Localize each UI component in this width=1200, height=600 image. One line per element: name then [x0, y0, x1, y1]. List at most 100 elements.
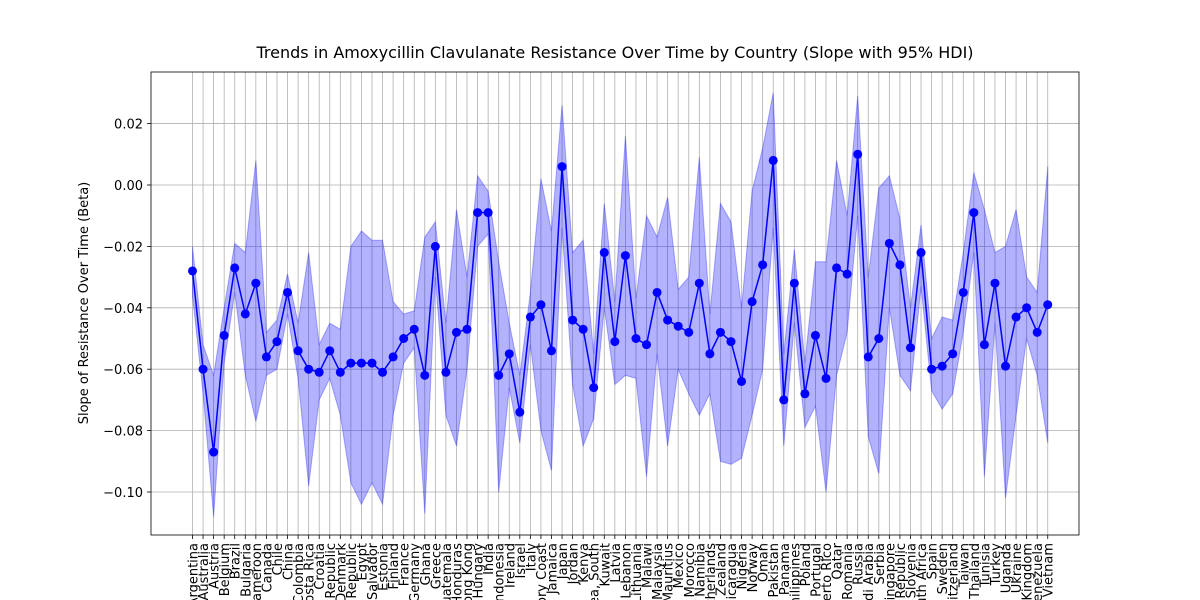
slope-point: [261, 352, 271, 362]
x-tick-label: Netherlands: [704, 543, 719, 600]
slope-point: [546, 346, 556, 356]
x-tick-label: Cameroon: [250, 543, 265, 600]
x-tick-label: Croatia: [313, 543, 328, 590]
x-tick-label: Spain: [926, 543, 941, 579]
x-tick-label: Venezuela: [1031, 543, 1046, 600]
x-tick-label: Indonesia: [493, 543, 508, 600]
slope-point: [684, 327, 694, 337]
slope-point: [504, 349, 514, 359]
x-tick-label: Morocco: [683, 543, 698, 597]
x-tick-label: Tunisia: [978, 543, 993, 588]
slope-point: [462, 324, 472, 334]
slope-point: [356, 358, 366, 368]
slope-point: [557, 162, 567, 172]
x-tick-label: Argentina: [186, 543, 201, 600]
x-tick-label: Chile: [271, 543, 286, 576]
slope-point: [768, 155, 778, 165]
slope-point: [842, 269, 852, 279]
slope-point: [948, 349, 958, 359]
x-tick-label: United Kingdom: [1021, 543, 1036, 600]
slope-point: [694, 278, 704, 288]
x-tick-label: Japan: [556, 543, 571, 580]
x-tick-label: Australia: [197, 543, 212, 600]
x-tick-label: Kenya: [577, 543, 592, 583]
x-tick-label: Egypt: [355, 543, 370, 581]
slope-point: [473, 208, 483, 218]
slope-point: [758, 260, 768, 270]
slope-point: [652, 287, 662, 297]
x-tick-label: Colombia: [292, 543, 307, 600]
x-tick-label: Finland: [387, 543, 402, 589]
x-tick-label: Mauritius: [662, 543, 677, 600]
slope-point: [314, 367, 324, 377]
slope-point: [642, 340, 652, 350]
slope-point: [568, 315, 578, 325]
x-tick-label: India: [482, 543, 497, 575]
grid: [151, 72, 1079, 535]
slope-point: [715, 327, 725, 337]
x-tick-label: Norway: [746, 543, 761, 593]
y-tick-label: 0.00: [114, 179, 143, 194]
slope-point: [726, 337, 736, 347]
y-tick-label: −0.08: [103, 425, 143, 440]
slope-point: [209, 447, 219, 457]
x-tick-label: Germany: [408, 543, 423, 600]
slope-point: [631, 334, 641, 344]
x-tick-label: Switzerland: [947, 543, 962, 600]
slope-point: [483, 208, 493, 218]
x-tick-label: Oman: [757, 543, 772, 582]
slope-point: [494, 370, 504, 380]
slope-point: [1043, 300, 1053, 310]
x-tick-label: Philippines: [788, 543, 803, 600]
slope-point: [705, 349, 715, 359]
plot-frame: [150, 71, 1080, 536]
x-tick-label: Sweden: [936, 543, 951, 594]
x-tick-label: Lithuania: [630, 543, 645, 600]
slope-point: [251, 278, 261, 288]
x-tick-label: Russia: [852, 543, 867, 585]
x-tick-label: Slovak Republic: [894, 543, 909, 600]
slope-point: [937, 361, 947, 371]
slope-point: [969, 208, 979, 218]
slope-point: [420, 370, 430, 380]
slope-point: [895, 260, 905, 270]
x-tick-label: Denmark: [334, 543, 349, 600]
slope-point: [863, 352, 873, 362]
slope-point: [578, 324, 588, 334]
x-tick-label: Hong Kong: [461, 543, 476, 600]
slope-point: [346, 358, 356, 368]
x-tick-label: Kuwait: [598, 543, 613, 586]
x-tick-label: El Salvador: [366, 542, 381, 600]
x-tick-label: Poland: [799, 543, 814, 586]
slope-point: [853, 149, 863, 159]
slope-point: [958, 287, 968, 297]
slope-point: [874, 334, 884, 344]
slope-point: [430, 241, 440, 251]
x-tick-label: Lebanon: [619, 543, 634, 599]
slope-point: [451, 327, 461, 337]
x-tick-label: Bulgaria: [239, 543, 254, 597]
slope-point: [1032, 327, 1042, 337]
x-tick-label: Ukraine: [1010, 543, 1025, 593]
x-tick-label: Ireland: [503, 543, 518, 588]
x-tick-label: Portugal: [809, 543, 824, 597]
x-tick-label: Puerto Rico: [820, 543, 835, 600]
x-tick-label: Malaysia: [651, 543, 666, 600]
x-tick-label: Namibia: [693, 543, 708, 597]
y-tick-label: 0.02: [114, 118, 143, 133]
y-tick-label: −0.02: [103, 240, 143, 255]
x-tick-label: Ivory Coast: [535, 543, 550, 600]
slope-point: [293, 346, 303, 356]
x-tick-label: Qatar: [831, 542, 846, 579]
x-tick-label: France: [398, 543, 413, 586]
slope-point: [219, 330, 229, 340]
x-tick-label: Romania: [841, 543, 856, 600]
x-tick-label: Vietnam: [1042, 543, 1057, 597]
x-tick-label: Mexico: [672, 543, 687, 588]
x-tick-label: Nigeria: [736, 543, 751, 590]
x-tick-label: Pakistan: [767, 543, 782, 597]
x-tick-label: Panama: [778, 543, 793, 595]
x-tick-label: Greece: [429, 543, 444, 589]
chart-title: Trends in Amoxycillin Clavulanate Resist…: [255, 43, 973, 62]
x-tick-label: Honduras: [450, 543, 465, 600]
